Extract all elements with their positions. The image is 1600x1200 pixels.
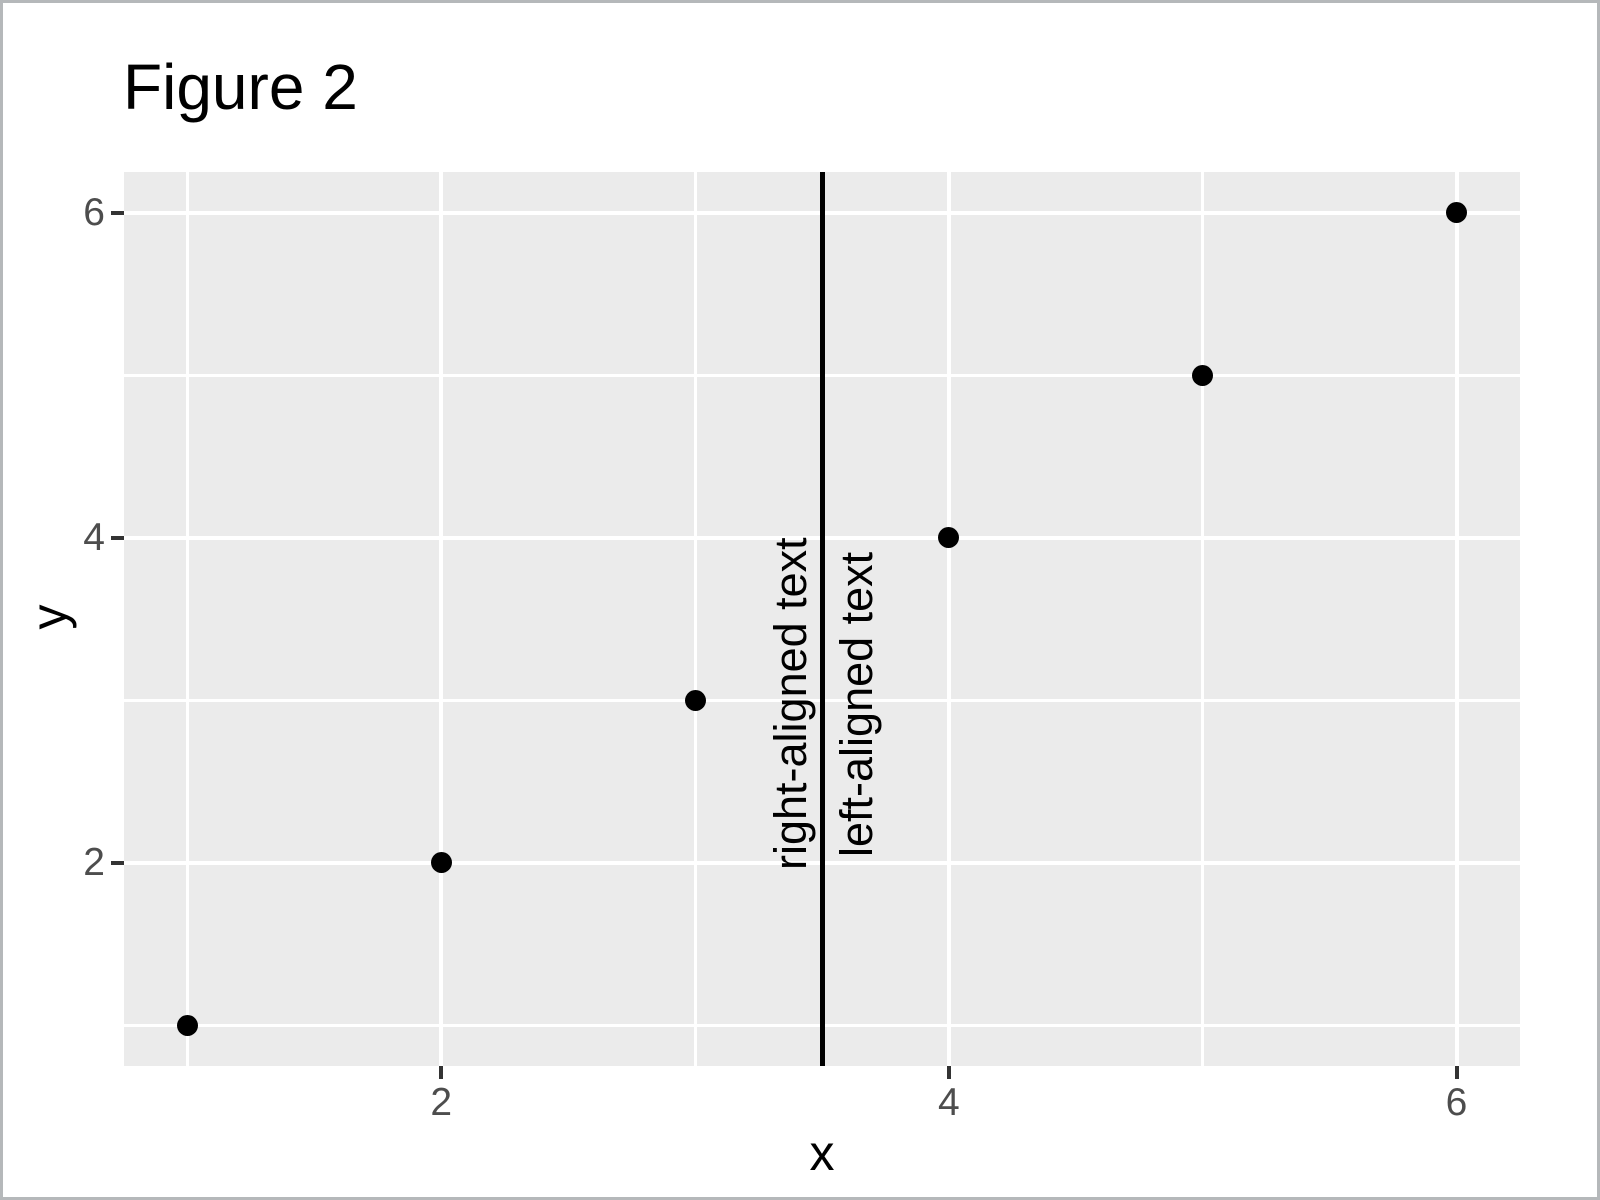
major-gridline-x-4 (946, 172, 951, 1066)
x-axis-tick-mark (1454, 1066, 1459, 1079)
plot-title: Figure 2 (123, 51, 358, 123)
data-point (1446, 202, 1468, 224)
vertical-reference-line (819, 172, 825, 1066)
x-axis-tick-mark (439, 1066, 444, 1079)
data-point (938, 527, 960, 549)
plot-panel (124, 172, 1520, 1066)
x-axis-tick-label: 4 (938, 1081, 960, 1124)
minor-gridline-x-5 (1201, 172, 1205, 1066)
y-axis-tick-mark (111, 210, 124, 215)
y-axis-tick-label: 4 (83, 515, 105, 559)
annotation-left-aligned-text: left-aligned text (831, 551, 882, 857)
y-axis-tick-label: 2 (83, 840, 105, 884)
x-axis-tick-label: 6 (1445, 1081, 1468, 1124)
y-axis-tick-mark (111, 535, 124, 540)
data-point (430, 852, 452, 874)
data-point (176, 1014, 198, 1036)
y-axis-tick-mark (111, 860, 124, 865)
y-axis-title: y (21, 604, 77, 630)
minor-gridline-x-1 (185, 172, 189, 1066)
data-point (684, 689, 706, 711)
x-axis-tick-mark (946, 1066, 951, 1079)
major-gridline-x-6 (1454, 172, 1459, 1066)
x-axis-tick-label: 2 (430, 1081, 453, 1124)
minor-gridline-x-3 (693, 172, 697, 1066)
x-axis-title: x (809, 1125, 835, 1181)
data-point (1192, 364, 1214, 386)
annotation-right-aligned-text: right-aligned text (765, 537, 816, 870)
y-axis-tick-label: 6 (83, 190, 105, 234)
major-gridline-x-2 (439, 172, 444, 1066)
